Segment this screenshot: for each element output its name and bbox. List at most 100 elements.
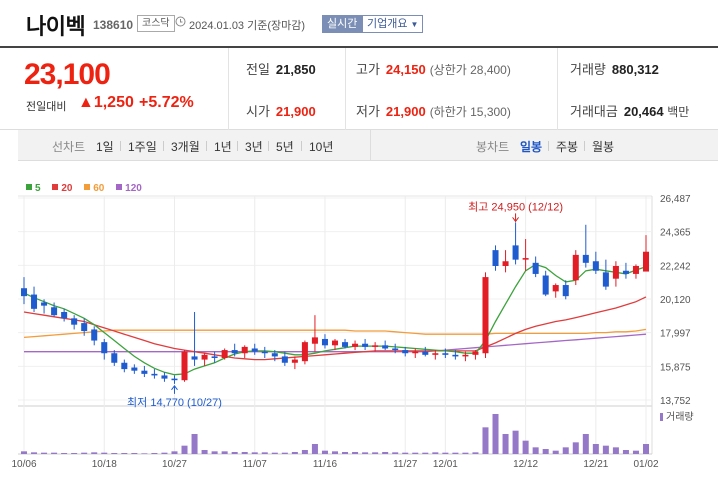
volume-bar — [61, 453, 68, 454]
candle-body — [642, 251, 650, 272]
legend-ma5: 5 — [26, 183, 41, 194]
candle-body — [271, 353, 278, 357]
y-tick-label: 17,997 — [660, 329, 691, 340]
amount-value: 20,464 — [623, 104, 664, 119]
stock-chart[interactable]: 5 20 60 120 26,487 24,365 22,242 20,120 17,9… — [0, 170, 718, 477]
volume-bar — [352, 452, 359, 454]
tab-3y[interactable]: 3년 — [245, 140, 263, 154]
chevron-down-icon: ▼ — [410, 20, 419, 29]
candle-body — [612, 265, 619, 279]
chart-canvas: 26,487 24,365 22,242 20,120 17,997 15,875 13,7… — [11, 194, 694, 470]
tab-1w[interactable]: 1주일 — [128, 140, 157, 154]
candle-body — [141, 370, 148, 374]
candle-body — [311, 337, 318, 344]
volume-bar — [301, 450, 308, 454]
volume-bar — [291, 452, 298, 454]
candle-body — [622, 270, 629, 274]
tab-3m[interactable]: 3개월 — [171, 140, 200, 154]
candle-body — [392, 348, 399, 351]
candle-body — [372, 345, 379, 347]
candle-body — [301, 342, 308, 362]
volume-bar — [311, 444, 318, 454]
tab-line-chart[interactable]: 선차트 — [52, 140, 86, 154]
date-value: 2024.01.03 — [189, 20, 245, 32]
high-label: 고가 — [356, 62, 380, 77]
x-tick-label: 01/02 — [633, 459, 658, 470]
tab-daily[interactable]: 일봉 — [520, 140, 543, 154]
candle-body — [582, 254, 589, 263]
volume-bar — [241, 452, 248, 454]
y-tick-label: 15,875 — [660, 362, 691, 373]
tab-weekly[interactable]: 주봉 — [556, 140, 579, 154]
volume-bar — [532, 447, 539, 454]
x-tick-label: 12/01 — [433, 459, 458, 470]
x-tick-label: 11/16 — [313, 459, 338, 470]
tab-monthly[interactable]: 월봉 — [592, 140, 615, 154]
candle-body — [362, 343, 369, 347]
candle-body — [452, 354, 459, 357]
legend-ma5-label: 5 — [35, 183, 41, 194]
candle-body — [281, 356, 288, 363]
prev-close: 전일 21,850 — [246, 59, 316, 78]
market-badge: 코스닥 — [137, 15, 175, 32]
candle-body — [532, 262, 539, 274]
low-value: 21,900 — [385, 104, 426, 119]
change-value: ▲1,250 — [78, 94, 134, 111]
candle-body — [321, 338, 328, 346]
volume-bar — [412, 452, 419, 454]
x-tick-label: 10/06 — [11, 459, 36, 470]
stock-name: 나이벡 — [26, 14, 86, 39]
volume-bar — [342, 452, 349, 454]
volume-bar — [392, 452, 399, 454]
upper-limit: (상한가 28,400) — [429, 63, 511, 77]
volume-bar — [592, 444, 599, 454]
corp-info-dropdown[interactable]: 기업개요 ▼ — [362, 15, 424, 33]
tab-1y[interactable]: 1년 — [214, 140, 232, 154]
volume-bar — [20, 451, 28, 454]
y-tick-label: 20,120 — [660, 295, 691, 306]
tab-10y[interactable]: 10년 — [309, 140, 334, 154]
tab-candle-chart[interactable]: 봉차트 — [476, 140, 510, 154]
candle-body — [482, 277, 489, 354]
volume-bar — [642, 444, 650, 454]
volume-bar — [552, 450, 559, 454]
candle-body — [522, 258, 529, 260]
low-label: 저가 — [356, 104, 380, 119]
candle-body — [241, 346, 248, 354]
volume-bar — [121, 453, 128, 454]
volume-bar — [101, 452, 108, 454]
tab-5y[interactable]: 5년 — [276, 140, 294, 154]
volume-bar — [151, 453, 158, 454]
candle-body — [462, 354, 469, 357]
separator — [163, 141, 164, 151]
volume-bar — [201, 450, 208, 454]
volume-label: 거래량 — [666, 411, 694, 423]
volume-bar — [442, 452, 449, 454]
candle-body — [161, 375, 168, 379]
candle-body — [602, 272, 609, 287]
candle-body — [552, 285, 559, 292]
volume-bar — [131, 453, 138, 454]
volume-bar — [331, 451, 339, 454]
candle-body — [402, 350, 409, 354]
open-price: 시가 21,900 — [246, 101, 316, 120]
tab-1d[interactable]: 1일 — [96, 140, 114, 154]
legend-ma120: 120 — [116, 183, 142, 194]
high-price: 고가 24,150 (상한가 28,400) — [356, 59, 511, 78]
y-tick-label: 13,752 — [660, 396, 691, 407]
volume-bar — [362, 452, 369, 454]
volume-bar — [211, 451, 218, 454]
volume-bar — [141, 453, 148, 454]
change-percent: +5.72% — [139, 94, 194, 111]
volume-bar — [372, 452, 379, 454]
volume-bar — [582, 434, 589, 454]
volume-bar — [91, 452, 98, 454]
realtime-button[interactable]: 실시간 — [322, 15, 363, 33]
candle-body — [492, 250, 499, 266]
separator — [268, 141, 269, 151]
volume-bar — [382, 452, 389, 454]
y-tick-label: 22,242 — [660, 261, 691, 272]
tabs-divider — [370, 130, 371, 161]
legend-ma60-label: 60 — [93, 183, 105, 194]
candle-body — [331, 340, 339, 346]
